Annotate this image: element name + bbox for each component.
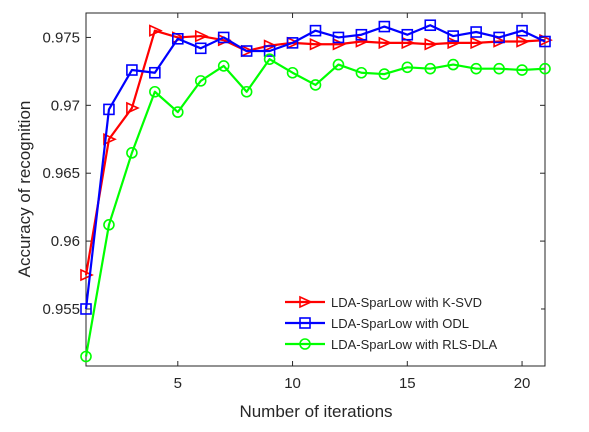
data-point: [80, 268, 94, 282]
x-axis-label: Number of iterations: [239, 402, 392, 421]
data-point: [149, 66, 161, 79]
x-tick-label: 5: [174, 375, 182, 392]
data-point: [355, 66, 368, 79]
series-line: [84, 58, 546, 357]
legend-label: LDA-SparLow with K-SVD: [331, 295, 482, 310]
data-point: [126, 101, 140, 115]
legend: LDA-SparLow with K-SVD LDA-SparLow with O…: [279, 290, 541, 360]
series-line: [84, 24, 546, 310]
data-point: [493, 31, 505, 44]
legend-marker: [299, 338, 311, 350]
data-point: [172, 106, 184, 118]
data-point: [194, 42, 207, 55]
legend-entry: LDA-SparLow with RLS-DLA: [285, 337, 498, 352]
data-point: [286, 66, 299, 79]
legend-label: LDA-SparLow with RLS-DLA: [331, 337, 498, 352]
data-point: [401, 61, 414, 74]
data-point: [332, 58, 345, 71]
legend-marker: [299, 317, 311, 329]
series-3: [80, 53, 551, 363]
series-line: [84, 29, 546, 276]
y-tick-label: 0.965: [42, 165, 80, 182]
data-point: [103, 133, 117, 146]
data-point: [424, 62, 437, 75]
data-point: [263, 45, 276, 57]
y-tick-label: 0.97: [51, 97, 80, 114]
x-tick-label: 10: [284, 375, 301, 392]
legend-entry: LDA-SparLow with ODL: [285, 316, 469, 331]
data-point: [332, 31, 345, 44]
data-point: [378, 20, 391, 33]
data-point: [103, 103, 115, 116]
data-point: [539, 62, 551, 75]
data-point: [240, 85, 253, 98]
data-point: [424, 37, 439, 51]
data-point: [516, 24, 528, 37]
x-tick-label: 15: [399, 375, 416, 392]
data-point: [516, 64, 528, 76]
data-point: [194, 75, 207, 87]
data-point: [539, 35, 551, 48]
data-point: [493, 62, 505, 75]
legend-entry: LDA-SparLow with K-SVD: [285, 295, 482, 310]
data-point: [263, 53, 276, 65]
data-point: [149, 85, 161, 98]
series-2: [80, 19, 551, 315]
data-point: [516, 35, 530, 48]
y-axis-label: Accuracy of recognition: [15, 101, 34, 278]
data-point: [80, 350, 92, 363]
x-tick-label: 20: [514, 375, 531, 392]
legend-marker: [299, 295, 313, 309]
data-point: [286, 37, 299, 49]
data-point: [470, 62, 482, 75]
data-point: [126, 147, 138, 159]
data-point: [309, 79, 322, 91]
data-point: [172, 32, 184, 45]
data-point: [401, 28, 414, 41]
data-point: [240, 45, 253, 57]
legend-label: LDA-SparLow with ODL: [331, 316, 469, 331]
data-point: [149, 24, 163, 37]
data-point: [217, 60, 230, 72]
data-point: [309, 24, 322, 37]
y-tick-label: 0.96: [51, 233, 80, 250]
data-point: [217, 31, 230, 44]
data-point: [126, 64, 138, 76]
series-group: [80, 19, 553, 363]
data-point: [447, 30, 460, 42]
data-point: [355, 28, 368, 41]
data-point: [194, 29, 209, 43]
data-point: [470, 36, 485, 50]
data-point: [309, 37, 324, 51]
data-point: [103, 219, 115, 231]
data-point: [80, 303, 92, 315]
data-point: [378, 36, 393, 50]
data-point: [424, 19, 437, 32]
data-point: [447, 58, 460, 71]
data-point: [378, 68, 391, 80]
y-tick-label: 0.975: [42, 29, 80, 46]
y-tick-label: 0.955: [42, 301, 80, 318]
data-point: [470, 26, 482, 38]
